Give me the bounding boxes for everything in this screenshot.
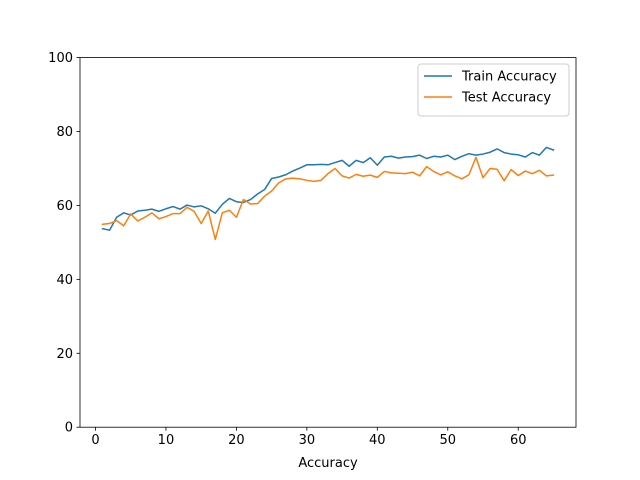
x-tick-label: 30: [299, 433, 316, 448]
plot-frame: [79, 57, 577, 428]
x-axis-label: Accuracy: [298, 456, 358, 471]
y-tick-label: 0: [65, 421, 73, 436]
legend-box: [417, 63, 570, 117]
y-tick-label: 60: [56, 199, 73, 214]
legend-label: Train Accuracy: [461, 70, 557, 85]
y-tick-label: 100: [48, 51, 73, 66]
y-tick-label: 40: [56, 273, 73, 288]
legend-label: Test Accuracy: [461, 91, 551, 106]
x-tick-label: 10: [158, 433, 175, 448]
x-tick-label: 60: [510, 433, 527, 448]
y-tick-label: 20: [56, 347, 73, 362]
axis-ticks: 0 10 20 30 40 50 60 0 20 40 60 80 100: [48, 51, 526, 448]
x-tick-label: 0: [91, 433, 99, 448]
x-tick-label: 20: [228, 433, 245, 448]
y-tick-label: 80: [56, 125, 73, 140]
series-line-2: [101, 156, 555, 241]
legend: Train Accuracy Test Accuracy: [417, 63, 570, 117]
series-lines: [101, 146, 555, 241]
x-tick-label: 40: [369, 433, 386, 448]
x-tick-label: 50: [439, 433, 456, 448]
series-line-1: [101, 146, 555, 231]
